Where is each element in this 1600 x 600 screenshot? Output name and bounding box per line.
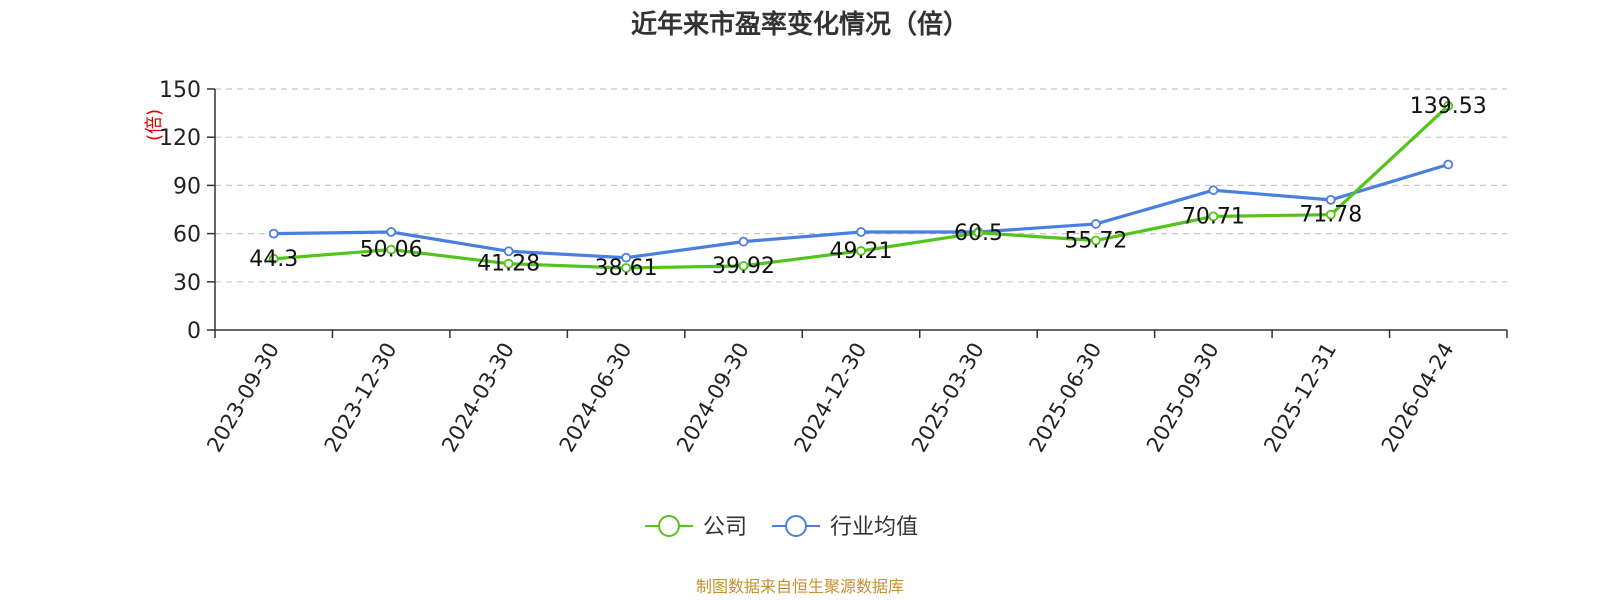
data-label: 39.92 [712,254,775,279]
x-tick-label: 2025-03-30 [907,339,989,457]
y-tick-label: 30 [173,271,201,296]
data-point [973,227,984,238]
x-tick-label: 2024-12-30 [790,339,872,457]
data-label: 49.21 [830,239,893,264]
data-point [503,258,514,269]
data-labels: 44.3 50.06 41.28 38.61 39.92 49.21 60.5 55.72 70… [249,94,1487,281]
x-tick-label: 2024-09-30 [672,339,754,457]
y-tick-label: 90 [173,174,201,199]
x-tick-label: 2026-04-24 [1377,339,1459,457]
legend-item-company[interactable]: 公司 [645,515,747,540]
x-tick-label: 2025-09-30 [1142,339,1224,457]
y-tick-label: 150 [159,78,201,103]
data-label: 60.5 [954,221,1003,246]
data-label: 44.3 [249,247,298,272]
legend-label: 行业均值 [830,515,918,540]
y-tick-label: 60 [173,223,201,248]
data-point [621,252,631,263]
x-tick-label: 2024-06-30 [555,339,637,457]
legend-label: 公司 [703,515,747,540]
x-tick-label: 2024-03-30 [437,339,519,457]
series-lines [268,100,1454,273]
data-point [386,227,397,237]
data-label: 55.72 [1064,228,1127,253]
data-point [856,246,866,256]
data-point [1091,219,1101,229]
data-label: 50.06 [360,238,423,263]
data-point [503,246,514,257]
data-point [1208,211,1219,222]
data-point [856,227,866,237]
data-label: 41.28 [477,252,540,277]
data-point [1325,194,1336,205]
data-label: 70.71 [1182,204,1245,229]
data-label: 139.53 [1410,94,1487,119]
data-point [268,253,279,264]
data-point [1325,209,1336,220]
data-point [1443,100,1454,111]
data-point [738,260,749,271]
legend-circle-icon [785,515,807,537]
x-tick-label: 2025-06-30 [1024,339,1106,457]
legend-circle-icon [658,515,680,537]
data-point [738,236,749,247]
data-point [1443,159,1454,170]
chart-title: 近年来市盈率变化情况（倍） [631,9,969,40]
y-axis-label: (倍) [144,109,165,141]
x-tick-label: 2025-12-31 [1259,339,1341,457]
data-label: 71.78 [1299,203,1362,228]
data-point [268,228,279,239]
x-tick-label: 2023-12-30 [320,339,402,457]
y-tick-label: 120 [159,126,201,151]
data-point [1208,185,1219,196]
source-note: 制图数据来自恒生聚源数据库 [696,577,904,596]
y-tick-label: 0 [187,319,201,344]
legend-item-industry[interactable]: 行业均值 [772,515,918,540]
data-point [386,244,397,255]
legend[interactable]: 公司 行业均值 [645,515,918,540]
data-label: 38.61 [595,256,658,281]
data-point [1091,235,1101,246]
data-point [621,263,631,273]
axes: 0 30 60 90 120 150 2023-09-30 2023-12-30 2024-03… [159,78,1508,457]
x-tick-label: 2023-09-30 [202,339,284,457]
